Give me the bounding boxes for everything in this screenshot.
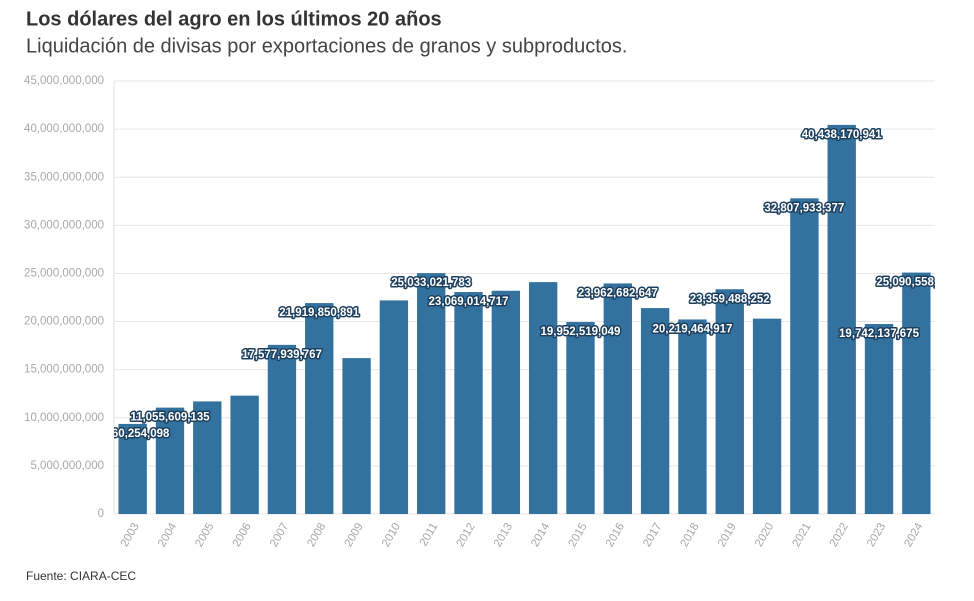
- value-label: 19,952,519,049: [541, 326, 621, 338]
- value-label: 25,033,021,783: [391, 277, 471, 289]
- bar: [902, 272, 931, 514]
- value-label: 9,360,254,098: [96, 428, 170, 440]
- bar: [678, 319, 707, 514]
- x-tick-label: 2023: [865, 521, 888, 549]
- value-label: 21,919,850,891: [279, 307, 360, 319]
- x-tick-label: 2009: [343, 521, 366, 549]
- bar: [715, 289, 744, 514]
- y-tick-label: 10,000,000,000: [24, 412, 104, 424]
- bar: [342, 358, 371, 514]
- x-tick-label: 2012: [455, 521, 478, 549]
- bar: [528, 282, 558, 514]
- bar: [752, 318, 782, 514]
- x-tick-label: 2020: [753, 521, 776, 549]
- chart-title: Los dólares del agro en los últimos 20 a…: [26, 8, 442, 30]
- x-tick-label: 2017: [641, 521, 664, 549]
- value-label: 20,219,464,917: [652, 323, 732, 335]
- y-tick-label: 20,000,000,000: [24, 316, 104, 328]
- value-label: 11,055,609,135: [130, 412, 210, 424]
- bar: [417, 273, 446, 514]
- bar: [155, 407, 185, 514]
- x-tick-label: 2024: [902, 521, 925, 550]
- x-tick-label: 2007: [268, 521, 291, 549]
- bar: [379, 300, 409, 514]
- bar: [267, 344, 297, 514]
- bar: [790, 198, 819, 515]
- x-tick-label: 2006: [231, 521, 254, 549]
- x-tick-label: 2011: [418, 521, 441, 548]
- bar: [193, 401, 222, 514]
- source-note: Fuente: CIARA-CEC: [26, 569, 136, 583]
- value-label: 23,359,488,252: [690, 293, 770, 305]
- bar: [454, 292, 483, 514]
- bar: [864, 324, 894, 514]
- y-tick-label: 0: [98, 508, 104, 520]
- value-label: 23,069,014,717: [429, 296, 509, 308]
- bar: [305, 303, 334, 514]
- x-tick-label: 2015: [567, 521, 590, 549]
- x-tick-label: 2010: [380, 521, 403, 549]
- x-tick-label: 2008: [305, 521, 328, 549]
- value-label: 32,807,933,377: [764, 202, 844, 214]
- bar: [491, 290, 521, 514]
- x-tick-label: 2021: [790, 521, 813, 549]
- y-tick-label: 45,000,000,000: [24, 75, 104, 87]
- bar: [118, 423, 147, 514]
- y-tick-label: 25,000,000,000: [24, 267, 104, 279]
- y-tick-label: 30,000,000,000: [24, 219, 104, 231]
- bar: [640, 308, 670, 514]
- value-label: 25,090,558,000: [876, 277, 956, 289]
- x-tick-label: 2014: [529, 521, 552, 550]
- value-label: 19,742,137,675: [839, 328, 920, 340]
- x-tick-label: 2005: [193, 521, 216, 549]
- x-tick-label: 2018: [678, 521, 701, 549]
- y-tick-label: 15,000,000,000: [24, 364, 104, 376]
- bar: [827, 124, 856, 515]
- x-tick-label: 2019: [716, 521, 739, 549]
- chart-subtitle: Liquidación de divisas por exportaciones…: [26, 35, 627, 57]
- value-label: 23,962,682,647: [578, 287, 658, 299]
- y-tick-label: 35,000,000,000: [24, 171, 104, 183]
- bar: [603, 283, 632, 514]
- x-tick-label: 2013: [492, 521, 515, 549]
- bar: [566, 322, 595, 514]
- y-tick-label: 40,000,000,000: [24, 123, 104, 135]
- value-label: 17,577,939,767: [242, 349, 322, 361]
- bar: [230, 395, 259, 514]
- x-tick-label: 2003: [119, 521, 142, 549]
- x-tick-label: 2016: [604, 521, 627, 549]
- x-tick-label: 2022: [828, 521, 851, 549]
- value-label: 40,438,170,941: [802, 129, 883, 141]
- y-tick-label: 5,000,000,000: [30, 460, 104, 472]
- x-tick-label: 2004: [156, 521, 179, 550]
